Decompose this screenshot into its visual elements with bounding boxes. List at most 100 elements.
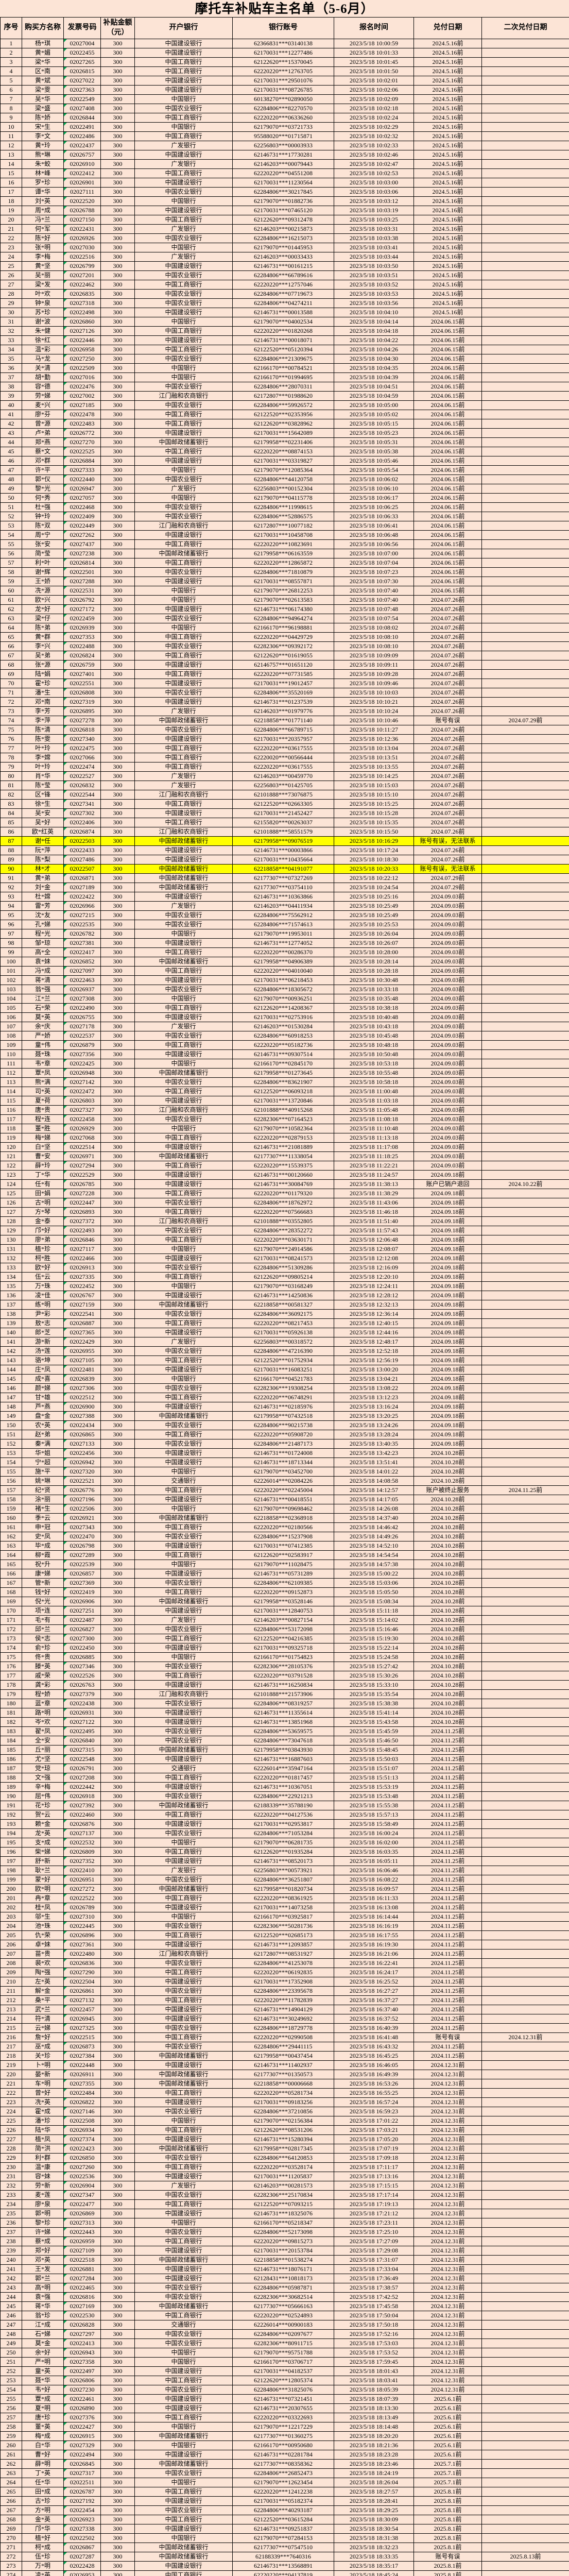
cell-second-payout-date[interactable] <box>481 298 569 308</box>
cell-subsidy-amount[interactable]: 300 <box>100 1903 135 1912</box>
cell-second-payout-date[interactable] <box>481 2468 569 2478</box>
cell-invoice-no[interactable]: 02027192 <box>63 2496 101 2506</box>
cell-serial[interactable]: 85 <box>0 818 22 827</box>
cell-bank-account[interactable]: 62284806***22921213 <box>232 1791 334 1801</box>
cell-payout-date[interactable]: 2024.07.26前 <box>413 595 482 605</box>
cell-second-payout-date[interactable] <box>481 419 569 429</box>
cell-second-payout-date[interactable] <box>481 2014 569 2024</box>
cell-payout-date[interactable]: 2024.10.28前 <box>413 1680 482 1690</box>
cell-second-payout-date[interactable] <box>481 484 569 494</box>
cell-payout-date[interactable]: 2024.11.25前 <box>413 1764 482 1773</box>
cell-bank-account[interactable]: 62170031***19012457 <box>232 679 334 688</box>
cell-register-time[interactable]: 2023/5/18 10:09:11 <box>334 660 414 670</box>
cell-second-payout-date[interactable] <box>481 2376 569 2385</box>
cell-second-payout-date[interactable] <box>481 2005 569 2014</box>
cell-bank-account[interactable]: 62284806***83621907 <box>232 1077 334 1087</box>
cell-bank-name[interactable]: 中国建设银行 <box>134 938 233 948</box>
cell-register-time[interactable]: 2023/5/18 16:16:19 <box>334 1921 414 1931</box>
cell-second-payout-date[interactable] <box>481 456 569 466</box>
cell-payout-date[interactable]: 2024.07.26前 <box>413 688 482 698</box>
cell-serial[interactable]: 209 <box>0 1968 22 1977</box>
cell-bank-name[interactable]: 中国建设银行 <box>134 2561 233 2571</box>
cell-payout-date[interactable]: 账户已销户退回 <box>413 1179 482 1189</box>
cell-second-payout-date[interactable] <box>481 530 569 540</box>
cell-subsidy-amount[interactable]: 300 <box>100 985 135 994</box>
cell-buyer-name[interactable]: 黄*斌 <box>22 76 64 86</box>
cell-bank-name[interactable]: 中国工商银行 <box>134 1930 233 1940</box>
cell-register-time[interactable]: 2023/5/18 11:10:48 <box>334 1124 414 1133</box>
cell-bank-account[interactable]: 62170031***05926138 <box>232 1328 334 1337</box>
cell-second-payout-date[interactable] <box>481 2255 569 2265</box>
cell-serial[interactable]: 28 <box>0 289 22 299</box>
cell-payout-date[interactable]: 2025.7.1前 <box>413 2468 482 2478</box>
cell-payout-date[interactable]: 2024.07.26前 <box>413 669 482 679</box>
cell-bank-account[interactable]: 62146731***12093857 <box>232 1940 334 1950</box>
cell-bank-name[interactable]: 中国银行 <box>134 1281 233 1291</box>
cell-buyer-name[interactable]: 冯*兰 <box>22 215 64 225</box>
cell-subsidy-amount[interactable]: 300 <box>100 1318 135 1328</box>
cell-buyer-name[interactable]: 赖*金 <box>22 1819 64 1829</box>
cell-serial[interactable]: 27 <box>0 280 22 290</box>
cell-subsidy-amount[interactable]: 300 <box>100 2376 135 2385</box>
cell-serial[interactable]: 127 <box>0 1207 22 1217</box>
cell-subsidy-amount[interactable]: 300 <box>100 1189 135 1198</box>
cell-register-time[interactable]: 2023/5/18 18:13:49 <box>334 2413 414 2422</box>
cell-bank-name[interactable]: 中国邮政储蓄银行 <box>134 2543 233 2552</box>
cell-second-payout-date[interactable] <box>481 1662 569 1671</box>
cell-subsidy-amount[interactable]: 300 <box>100 2543 135 2552</box>
cell-second-payout-date[interactable] <box>481 790 569 800</box>
cell-payout-date[interactable]: 2024.5.16前 <box>413 122 482 132</box>
cell-bank-account[interactable]: 62146731***11355614 <box>232 1708 334 1718</box>
cell-invoice-no[interactable]: 02027068 <box>63 1133 101 1143</box>
cell-buyer-name[interactable]: 项*连 <box>22 1606 64 1616</box>
cell-second-payout-date[interactable] <box>481 938 569 948</box>
cell-bank-account[interactable]: 62170031***10435664 <box>232 855 334 865</box>
cell-subsidy-amount[interactable]: 300 <box>100 2505 135 2515</box>
cell-second-payout-date[interactable] <box>481 2181 569 2191</box>
cell-second-payout-date[interactable] <box>481 855 569 865</box>
cell-second-payout-date[interactable] <box>481 2227 569 2237</box>
cell-bank-account[interactable]: 62122620***09805214 <box>232 1272 334 1282</box>
cell-subsidy-amount[interactable]: 300 <box>100 1773 135 1783</box>
cell-payout-date[interactable]: 2024.11.25前 <box>413 1856 482 1866</box>
cell-invoice-no[interactable]: 02027340 <box>63 734 101 744</box>
column-header-invoice-no[interactable]: 发票号码 <box>63 17 101 39</box>
cell-bank-name[interactable]: 广发银行 <box>134 771 233 781</box>
cell-second-payout-date[interactable] <box>481 1300 569 1310</box>
cell-bank-name[interactable]: 中国工商银行 <box>134 743 233 753</box>
cell-register-time[interactable]: 2023/5/18 16:59:23 <box>334 2107 414 2116</box>
cell-register-time[interactable]: 2023/5/18 10:13:51 <box>334 753 414 762</box>
cell-subsidy-amount[interactable]: 300 <box>100 1893 135 1903</box>
cell-serial[interactable]: 78 <box>0 753 22 762</box>
cell-second-payout-date[interactable] <box>481 799 569 809</box>
cell-bank-account[interactable]: 62284806***31825076 <box>232 2385 334 2395</box>
cell-invoice-no[interactable]: 02027338 <box>63 2524 101 2534</box>
cell-register-time[interactable]: 2023/5/18 10:08:10 <box>334 641 414 651</box>
cell-invoice-no[interactable]: 02026808 <box>63 688 101 698</box>
cell-register-time[interactable]: 2023/5/18 10:10:24 <box>334 706 414 716</box>
cell-invoice-no[interactable]: 02026839 <box>63 1374 101 1384</box>
cell-invoice-no[interactable]: 02027288 <box>63 577 101 586</box>
cell-bank-account[interactable]: 62220220***08361925 <box>232 1893 334 1903</box>
cell-invoice-no[interactable]: 02026943 <box>63 2348 101 2358</box>
cell-bank-name[interactable]: 江门融和农商银行 <box>134 1689 233 1699</box>
cell-subsidy-amount[interactable]: 300 <box>100 716 135 725</box>
cell-bank-account[interactable]: 62179958***00437454 <box>232 2051 334 2061</box>
cell-subsidy-amount[interactable]: 300 <box>100 1884 135 1894</box>
cell-payout-date[interactable]: 2024.07.26前 <box>413 753 482 762</box>
cell-invoice-no[interactable]: 02027132 <box>63 1995 101 2005</box>
cell-buyer-name[interactable]: 袁*妹 <box>22 957 64 967</box>
cell-serial[interactable]: 102 <box>0 975 22 985</box>
cell-serial[interactable]: 68 <box>0 660 22 670</box>
cell-second-payout-date[interactable] <box>481 1226 569 1235</box>
cell-buyer-name[interactable]: 盘*金 <box>22 1411 64 1421</box>
cell-bank-name[interactable]: 中国建设银行 <box>134 1448 233 1458</box>
cell-buyer-name[interactable]: 童*英 <box>22 2366 64 2376</box>
cell-payout-date[interactable]: 2024.09.03前 <box>413 1040 482 1050</box>
cell-subsidy-amount[interactable]: 300 <box>100 567 135 577</box>
cell-bank-account[interactable]: 62284806***82270570 <box>232 104 334 113</box>
cell-buyer-name[interactable]: 颜*娣 <box>22 1383 64 1393</box>
cell-buyer-name[interactable]: 史*凤 <box>22 1532 64 1541</box>
cell-invoice-no[interactable]: 02026772 <box>63 428 101 438</box>
cell-register-time[interactable]: 2023/5/18 18:07:39 <box>334 2394 414 2404</box>
